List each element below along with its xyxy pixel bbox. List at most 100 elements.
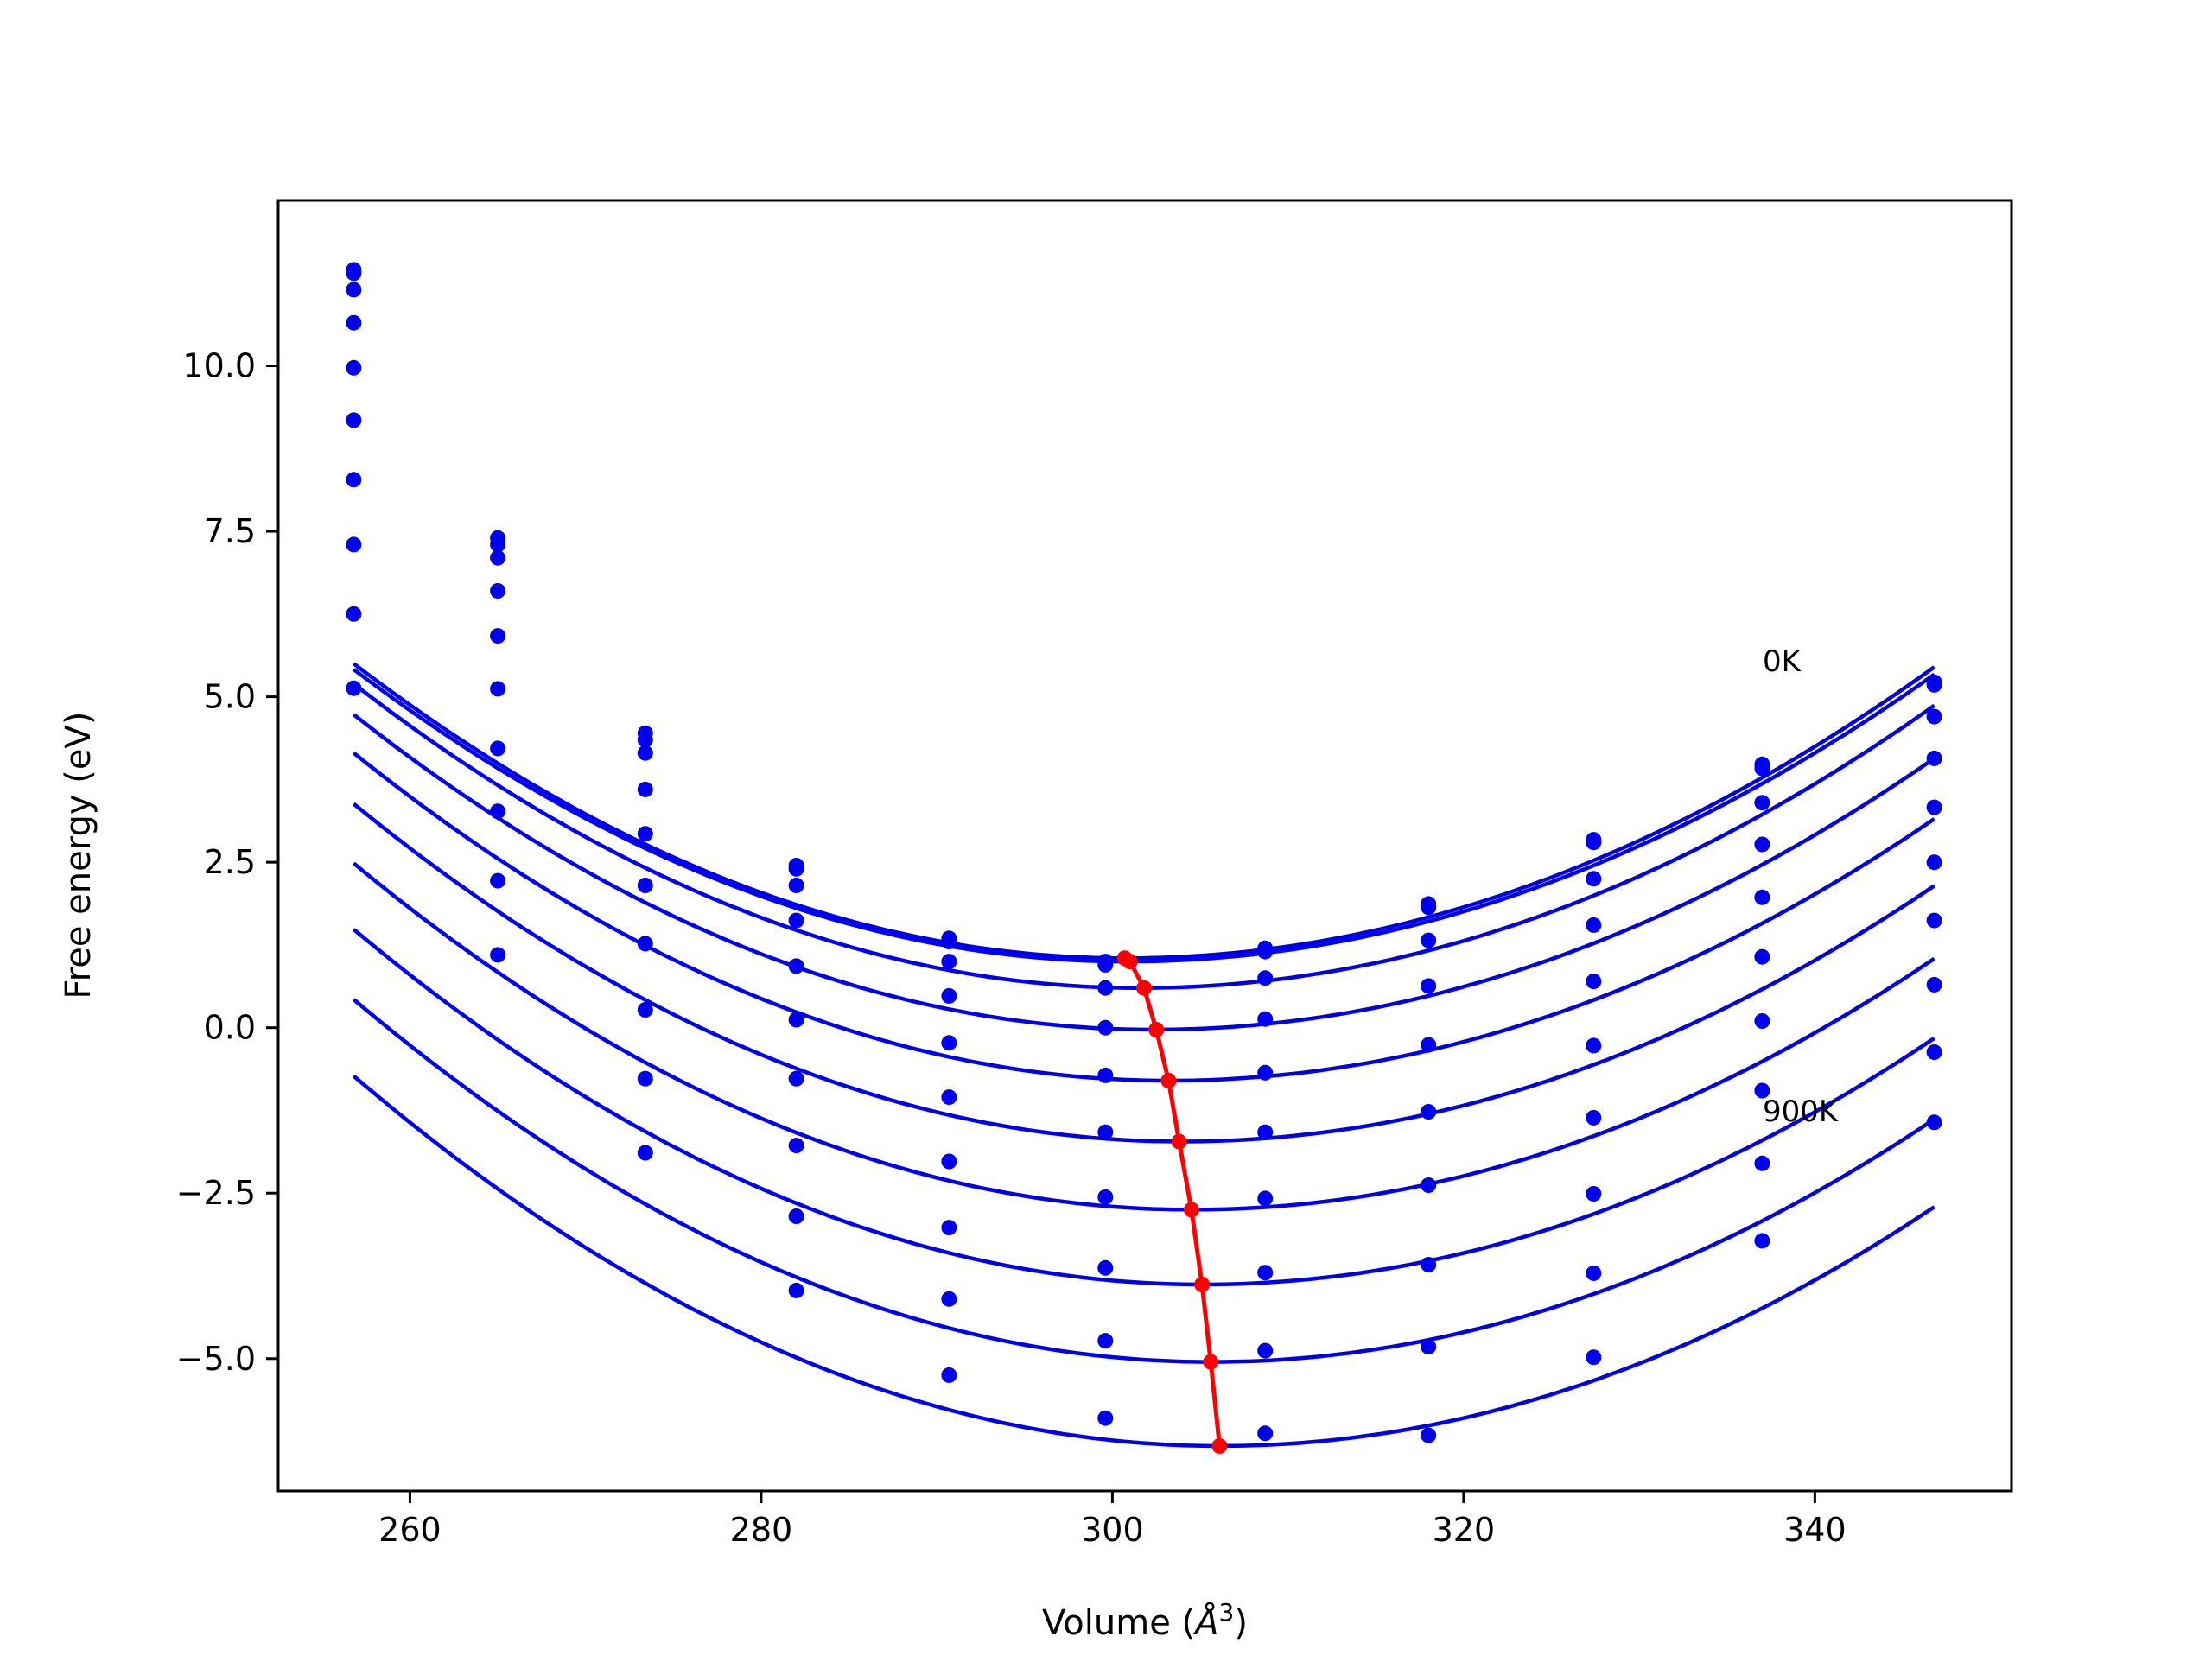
y-tick-label: 10.0	[182, 347, 256, 385]
x-tick-label: 320	[1433, 1511, 1496, 1549]
data-point	[490, 740, 506, 757]
x-axis-label-close: )	[1234, 1603, 1248, 1643]
data-point	[1257, 1064, 1274, 1081]
x-axis: 260 280 300 320 340	[378, 1491, 1847, 1549]
data-point	[941, 1291, 957, 1307]
y-tick-label: 5.0	[204, 678, 256, 716]
fit-curve-1	[353, 668, 1936, 964]
fit-curve-6	[352, 861, 1936, 1212]
data-point	[788, 860, 804, 877]
data-point	[1586, 974, 1602, 990]
fit-curve-7	[352, 928, 1936, 1287]
data-point	[637, 732, 653, 748]
data-point	[1586, 1186, 1602, 1202]
data-point	[1586, 1109, 1602, 1126]
fit-curve-9	[352, 1074, 1936, 1449]
data-point	[1586, 1037, 1602, 1054]
data-point	[1754, 1082, 1770, 1099]
data-point	[1097, 1124, 1114, 1140]
y-axis: −5.0 −2.5 0.0 2.5 5.0 7.5 10.0	[176, 347, 278, 1378]
data-point	[346, 412, 362, 428]
curves-layer	[352, 662, 1936, 1449]
y-tick-label: −5.0	[176, 1340, 256, 1378]
data-point	[1097, 1019, 1114, 1036]
data-point	[1257, 1190, 1274, 1207]
data-point	[1754, 1233, 1770, 1249]
data-point	[1926, 854, 1942, 871]
x-axis-label: Volume (Å3)	[1042, 1598, 1248, 1643]
data-point	[490, 549, 506, 566]
data-point	[1097, 1259, 1114, 1276]
data-point	[1754, 889, 1770, 905]
data-point	[941, 934, 957, 950]
data-point	[1926, 976, 1942, 993]
data-point	[346, 472, 362, 488]
data-point	[1257, 1265, 1274, 1281]
data-point	[1754, 1155, 1770, 1171]
data-point	[1586, 1349, 1602, 1366]
data-point	[1421, 1177, 1437, 1193]
data-point	[1926, 912, 1942, 929]
x-tick-label: 300	[1081, 1511, 1144, 1549]
minima-line	[1123, 956, 1222, 1447]
data-point	[941, 1367, 957, 1383]
data-point	[1754, 948, 1770, 965]
data-point	[788, 1012, 804, 1028]
data-point	[941, 954, 957, 970]
data-point	[1421, 899, 1437, 916]
fit-curve-0	[353, 662, 1936, 961]
data-point	[1421, 1104, 1437, 1120]
data-point	[637, 1145, 653, 1161]
data-point	[1754, 760, 1770, 777]
y-tick-label: 0.0	[204, 1009, 256, 1047]
data-point	[1257, 1425, 1274, 1442]
minimum-point	[1160, 1073, 1177, 1088]
data-point	[346, 282, 362, 298]
plot-frame	[276, 199, 2013, 1493]
data-point	[1257, 1124, 1274, 1140]
data-point	[1926, 1114, 1942, 1131]
y-tick-label: 7.5	[204, 512, 256, 550]
data-point	[1926, 750, 1942, 766]
minimum-point	[1194, 1277, 1211, 1292]
annotation-layer: 0K 900K	[1763, 644, 1840, 1129]
data-point	[346, 265, 362, 282]
minimum-point	[1203, 1354, 1219, 1370]
data-point	[1097, 956, 1114, 973]
minimum-point	[1183, 1202, 1199, 1218]
data-point	[1421, 932, 1437, 948]
data-point	[637, 1070, 653, 1087]
minimum-point	[1211, 1437, 1228, 1454]
data-point	[637, 936, 653, 952]
data-point	[1754, 1013, 1770, 1029]
data-point	[1926, 1044, 1942, 1060]
annotation-900k: 900K	[1763, 1094, 1840, 1129]
data-point	[941, 1089, 957, 1106]
data-point	[490, 803, 506, 820]
minimum-point	[1136, 980, 1152, 996]
data-point	[346, 359, 362, 376]
data-point	[1754, 795, 1770, 811]
data-point	[941, 1220, 957, 1236]
data-point	[490, 583, 506, 599]
annotation-0k: 0K	[1763, 644, 1802, 679]
data-point	[788, 958, 804, 974]
data-point	[1586, 1265, 1602, 1281]
fit-curve-4	[352, 751, 1936, 1083]
data-point	[346, 314, 362, 331]
plot-area	[278, 200, 2012, 1491]
minimum-point	[1171, 1133, 1187, 1150]
data-point	[1257, 970, 1274, 986]
data-point	[1421, 1427, 1437, 1443]
x-tick-label: 260	[378, 1511, 442, 1549]
data-point	[490, 681, 506, 697]
data-point	[1421, 978, 1437, 994]
x-axis-label-unit: Å	[1192, 1602, 1218, 1643]
data-point	[490, 872, 506, 889]
data-point	[1926, 708, 1942, 725]
data-point	[941, 1153, 957, 1170]
data-point	[490, 628, 506, 644]
data-point	[490, 536, 506, 553]
